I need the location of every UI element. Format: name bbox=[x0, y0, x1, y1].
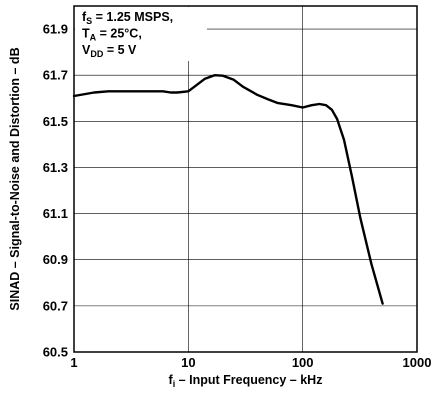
annotation-line: TA = 25°C, bbox=[82, 27, 142, 43]
x-tick-label: 1000 bbox=[403, 355, 432, 370]
x-tick-label: 100 bbox=[292, 355, 314, 370]
annotation-line: VDD = 5 V bbox=[82, 43, 137, 59]
plot-frame bbox=[73, 5, 418, 353]
series-group bbox=[72, 74, 384, 305]
annotation: fS = 1.25 MSPS,TA = 25°C,VDD = 5 V bbox=[75, 7, 207, 61]
y-tick-label: 61.9 bbox=[43, 22, 68, 37]
y-tick-label: 61.5 bbox=[43, 114, 68, 129]
x-axis-label: fi – Input Frequency – kHz bbox=[169, 373, 323, 389]
y-tick-label: 60.9 bbox=[43, 252, 68, 267]
y-tick-label: 60.7 bbox=[43, 298, 68, 313]
y-tick-label: 61.7 bbox=[43, 68, 68, 83]
y-axis-label: SINAD – Signal-to-Noise and Distortion –… bbox=[8, 47, 22, 310]
x-tick-label: 1 bbox=[70, 355, 77, 370]
annotation-line: fS = 1.25 MSPS, bbox=[82, 10, 173, 26]
x-tick-label: 10 bbox=[181, 355, 195, 370]
tick-labels: 1 10 100 1000 61.9 61.7 61.5 61.3 61.1 60.9 60.7 60… bbox=[43, 22, 432, 370]
y-tick-label: 61.1 bbox=[43, 206, 68, 221]
series-line bbox=[72, 74, 384, 305]
y-tick-label: 61.3 bbox=[43, 160, 68, 175]
y-tick-label: 60.5 bbox=[43, 345, 68, 360]
annotation-background bbox=[75, 7, 207, 61]
